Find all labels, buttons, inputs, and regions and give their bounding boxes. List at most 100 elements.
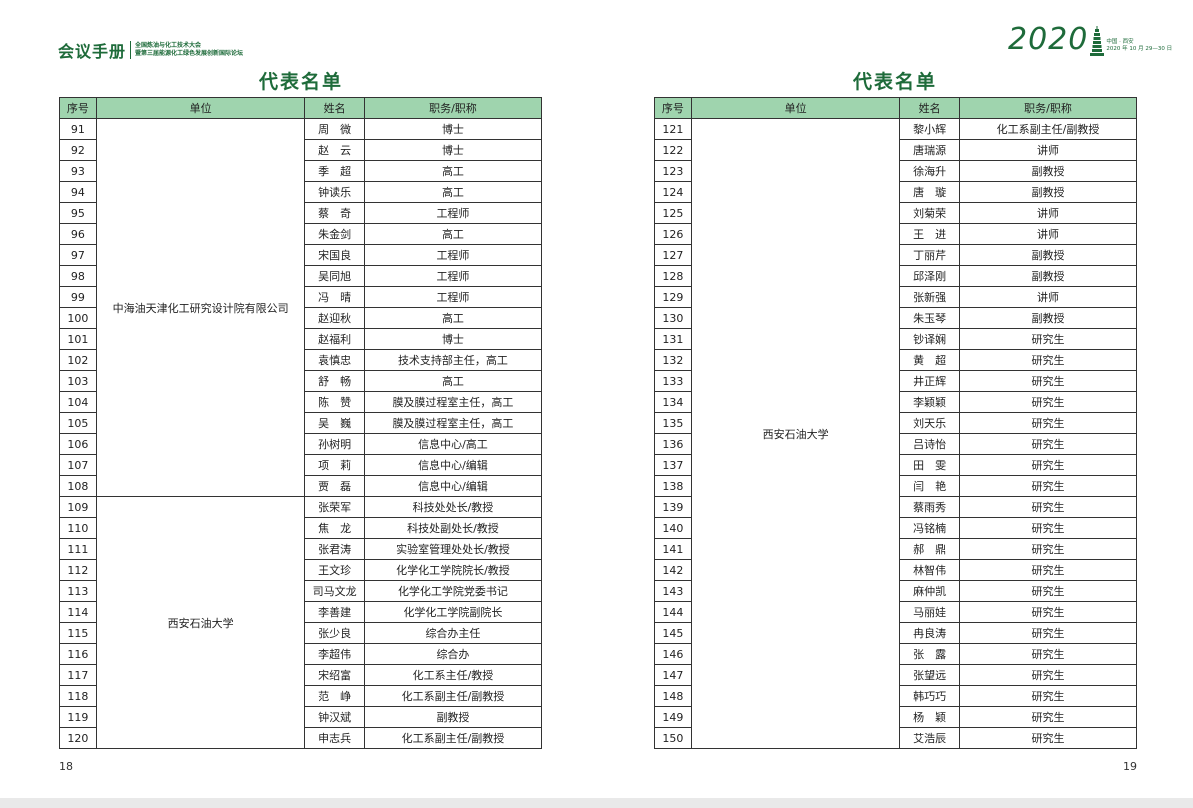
- delegate-title: 实验室管理处处长/教授: [363, 538, 543, 560]
- table-row: 107 项 莉信息中心/编辑: [59, 454, 543, 476]
- row-number: 100: [59, 307, 97, 329]
- delegate-name: 吴 巍: [304, 412, 365, 434]
- table-row: 142 林智伟 研究生: [654, 559, 1138, 581]
- table-row: 118 范 峥化工系副主任/副教授: [59, 685, 543, 707]
- row-number: 106: [59, 433, 97, 455]
- table-row: 123 徐海升 副教授: [654, 160, 1138, 182]
- delegate-title: 博士: [363, 139, 543, 161]
- row-number: 102: [59, 349, 97, 371]
- delegate-name: 司马文龙: [304, 580, 365, 602]
- table-row: 116 李超伟 综合办: [59, 643, 543, 665]
- table-row: 124 唐 璇副教授: [654, 181, 1138, 203]
- delegate-name: 宋国良: [304, 244, 365, 266]
- header-col-title: 职务/职称: [363, 97, 543, 119]
- table-row: 104 陈 赞膜及膜过程室主任，高工: [59, 391, 543, 413]
- delegate-title: 科技处处长/教授: [363, 496, 543, 518]
- delegate-name: 邱泽刚: [899, 265, 960, 287]
- delegate-title: 研究生: [958, 475, 1138, 497]
- delegate-title: 研究生: [958, 517, 1138, 539]
- row-number: 116: [59, 643, 97, 665]
- brand-title: 会议手册: [58, 42, 127, 61]
- table-row: 137 田 雯研究生: [654, 454, 1138, 476]
- table-row: 149 杨 颖研究生: [654, 706, 1138, 728]
- table-row: 106 孙树明 信息中心/高工: [59, 433, 543, 455]
- delegate-name: 陈 赞: [304, 391, 365, 413]
- conference-name: 全国炼油与化工技术大会: [135, 42, 202, 49]
- delegate-name: 范 峥: [304, 685, 365, 707]
- delegate-title: 研究生: [958, 664, 1138, 686]
- delegate-name: 冯铭楠: [899, 517, 960, 539]
- delegate-name: 丁丽芹: [899, 244, 960, 266]
- delegate-name: 张新强: [899, 286, 960, 308]
- delegate-name: 赵福利: [304, 328, 365, 350]
- delegate-title: 博士: [363, 328, 543, 350]
- table-row: 112 王文珍 化学化工学院院长/教授: [59, 559, 543, 581]
- table-row: 126 王 进讲师: [654, 223, 1138, 245]
- delegate-name: 钟汉斌: [304, 706, 365, 728]
- delegate-name: 张少良: [304, 622, 365, 644]
- row-number: 94: [59, 181, 97, 203]
- row-number: 118: [59, 685, 97, 707]
- delegate-name: 钟读乐: [304, 181, 365, 203]
- delegate-name: 吴同旭: [304, 265, 365, 287]
- table-row: 141 郝 鼎研究生: [654, 538, 1138, 560]
- delegate-title: 综合办主任: [363, 622, 543, 644]
- delegate-title: 化学化工学院副院长: [363, 601, 543, 623]
- row-number: 126: [654, 223, 692, 245]
- page-title-left: 代表名单: [259, 71, 344, 93]
- row-number: 138: [654, 475, 692, 497]
- table-header-row: 序号 单位 姓名 职务/职称: [654, 97, 1138, 119]
- row-number: 123: [654, 160, 692, 182]
- delegate-name: 徐海升: [899, 160, 960, 182]
- delegate-title: 工程师: [363, 202, 543, 224]
- table-row: 97 宋国良 工程师: [59, 244, 543, 266]
- delegate-title: 研究生: [958, 538, 1138, 560]
- row-number: 112: [59, 559, 97, 581]
- delegate-title: 副教授: [958, 244, 1138, 266]
- brand-header: 会议手册 全国炼油与化工技术大会 暨第三届能源化工绿色发展创新国际论坛: [58, 38, 243, 62]
- delegate-name: 焦 龙: [304, 517, 365, 539]
- page-title-right: 代表名单: [853, 71, 938, 93]
- header-col-number: 序号: [59, 97, 97, 119]
- row-number: 93: [59, 160, 97, 182]
- delegate-title: 高工: [363, 223, 543, 245]
- table-row: 94 钟读乐 高工: [59, 181, 543, 203]
- row-number: 97: [59, 244, 97, 266]
- row-number: 133: [654, 370, 692, 392]
- row-number: 101: [59, 328, 97, 350]
- delegate-title: 研究生: [958, 559, 1138, 581]
- delegate-title: 研究生: [958, 391, 1138, 413]
- row-number: 137: [654, 454, 692, 476]
- delegate-title: 研究生: [958, 685, 1138, 707]
- table-row: 110 焦 龙科技处副处长/教授: [59, 517, 543, 539]
- delegate-name: 舒 畅: [304, 370, 365, 392]
- delegate-name: 井正辉: [899, 370, 960, 392]
- table-row: 100 赵迎秋 高工: [59, 307, 543, 329]
- delegate-name: 张 露: [899, 643, 960, 665]
- delegate-name: 申志兵: [304, 727, 365, 749]
- row-number: 148: [654, 685, 692, 707]
- table-row: 120 申志兵 化工系副主任/副教授: [59, 727, 543, 749]
- delegate-title: 高工: [363, 160, 543, 182]
- delegate-title: 副教授: [958, 181, 1138, 203]
- table-row: 91 中海油天津化工研究设计院有限公司周 微博士: [59, 118, 543, 497]
- forum-name: 暨第三届能源化工绿色发展创新国际论坛: [135, 50, 244, 57]
- table-row: 133 井正辉 研究生: [654, 370, 1138, 392]
- delegate-title: 副教授: [363, 706, 543, 728]
- delegate-title: 讲师: [958, 286, 1138, 308]
- delegate-title: 高工: [363, 307, 543, 329]
- delegate-title: 研究生: [958, 349, 1138, 371]
- row-number: 147: [654, 664, 692, 686]
- delegate-name: 宋绍富: [304, 664, 365, 686]
- unit-name: 西安石油大学: [690, 118, 901, 749]
- delegate-table-left: 序号 单位 姓名 职务/职称 91 中海油天津化工研究设计院有限公司周 微博士 92 赵 云博…: [59, 97, 543, 749]
- row-number: 99: [59, 286, 97, 308]
- delegate-title: 高工: [363, 181, 543, 203]
- delegate-name: 周 微: [304, 118, 365, 140]
- delegate-title: 信息中心/高工: [363, 433, 543, 455]
- row-number: 149: [654, 706, 692, 728]
- delegate-title: 研究生: [958, 727, 1138, 749]
- unit-name: 西安石油大学: [95, 496, 306, 749]
- table-row: 130 朱玉琴 副教授: [654, 307, 1138, 329]
- row-number: 117: [59, 664, 97, 686]
